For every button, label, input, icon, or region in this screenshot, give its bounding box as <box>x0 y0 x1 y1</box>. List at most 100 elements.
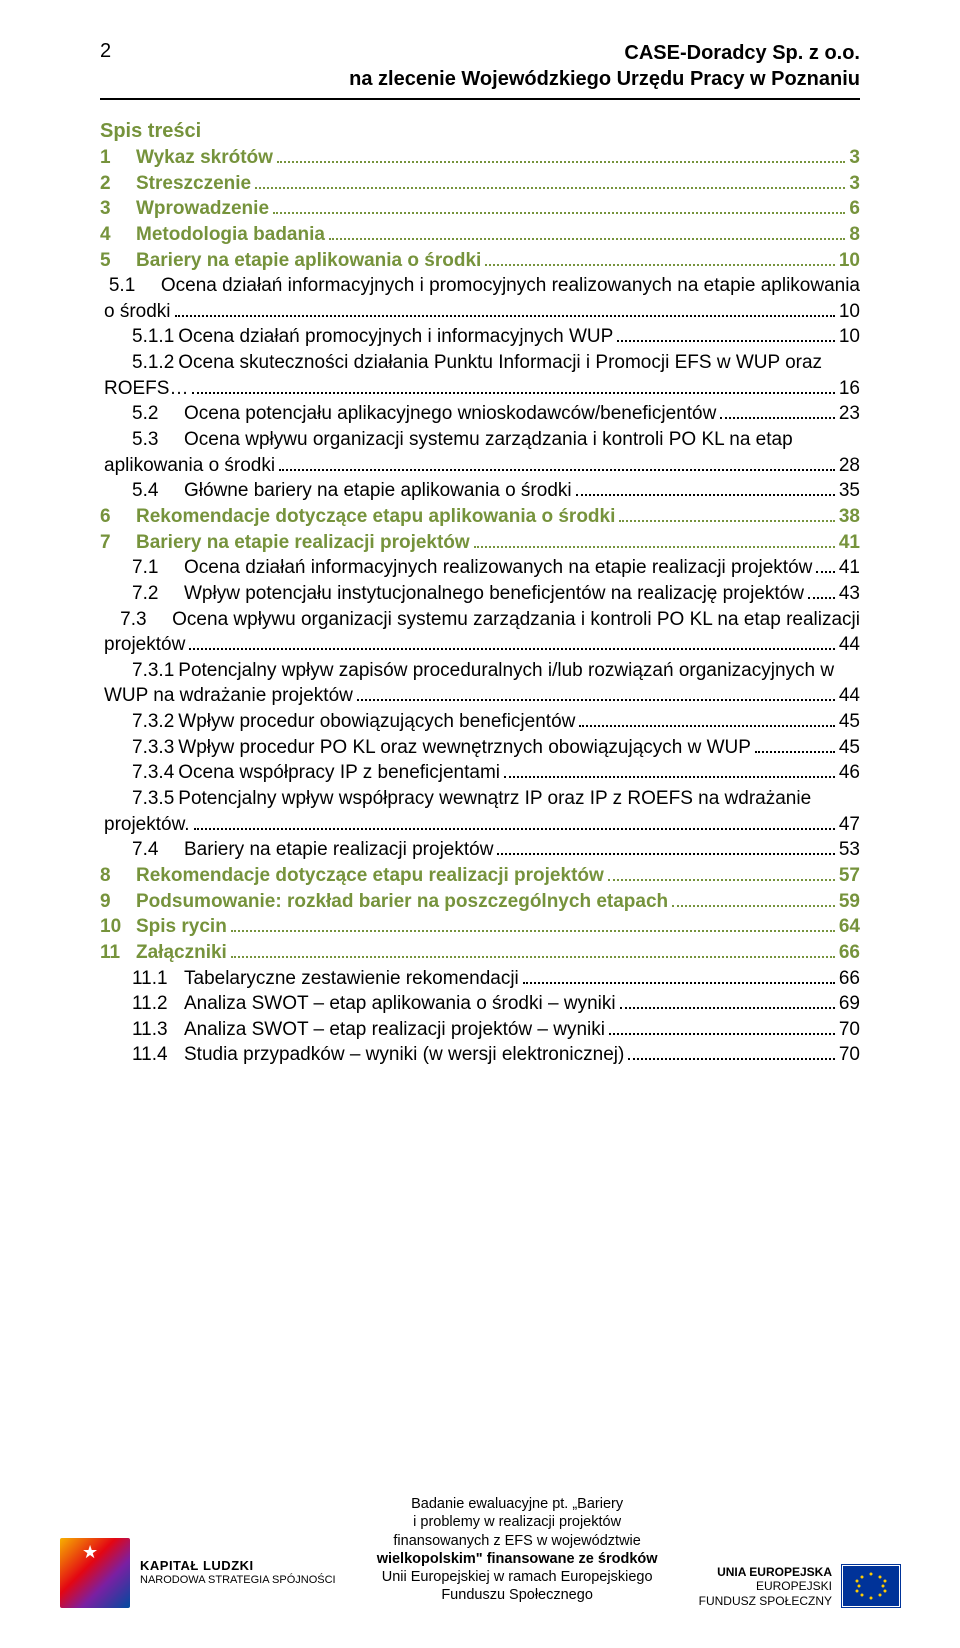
toc-page: 44 <box>839 683 860 709</box>
toc-entry: 11.2Analiza SWOT – etap aplikowania o śr… <box>100 991 860 1017</box>
toc-leader <box>231 956 835 958</box>
toc-label: Tabelaryczne zestawienie rekomendacji <box>180 966 519 992</box>
footer-line: Funduszu Społecznego <box>356 1586 679 1604</box>
toc-page: 44 <box>839 632 860 658</box>
toc-label: Załączniki <box>132 940 227 966</box>
toc-label: Ocena działań informacyjnych i promocyjn… <box>157 273 860 299</box>
toc-number: 7.3.2 <box>132 709 174 735</box>
footer-line: Unii Europejskiej w ramach Europejskiego <box>356 1568 679 1586</box>
toc-page: 66 <box>839 940 860 966</box>
toc-label: Wpływ procedur obowiązujących beneficjen… <box>174 709 575 735</box>
toc-number: 2 <box>100 171 132 197</box>
toc-page: 45 <box>839 735 860 761</box>
toc-title: Spis treści <box>100 120 860 143</box>
toc-page: 70 <box>839 1042 860 1068</box>
eu-flag-icon <box>842 1565 900 1607</box>
toc-number: 7.3.1 <box>132 658 174 684</box>
toc-page: 66 <box>839 966 860 992</box>
toc-label: Ocena działań informacyjnych realizowany… <box>180 555 812 581</box>
toc-entry: 8Rekomendacje dotyczące etapu realizacji… <box>100 863 860 889</box>
eu-logo-text: UNIA EUROPEJSKA EUROPEJSKI FUNDUSZ SPOŁE… <box>699 1565 832 1608</box>
toc-label: Potencjalny wpływ współpracy wewnątrz IP… <box>174 786 811 812</box>
toc-page: 10 <box>839 299 860 325</box>
toc-entry-wrap: o środki10 <box>100 299 860 325</box>
toc-number: 10 <box>100 914 132 940</box>
toc-leader <box>579 725 835 727</box>
toc-page: 69 <box>839 991 860 1017</box>
toc-leader <box>279 469 835 471</box>
kl-logo-icon: ★ <box>60 1538 130 1608</box>
toc-leader <box>755 751 835 753</box>
toc-entry: 9Podsumowanie: rozkład barier na poszcze… <box>100 889 860 915</box>
toc-entry: 6Rekomendacje dotyczące etapu aplikowani… <box>100 504 860 530</box>
toc-page: 59 <box>839 889 860 915</box>
toc-label: Metodologia badania <box>132 222 325 248</box>
toc-entry-wrap: ROEFS…16 <box>100 376 860 402</box>
eu-stars-icon <box>843 1566 899 1606</box>
toc-entry: 7.3Ocena wpływu organizacji systemu zarz… <box>100 607 860 633</box>
toc-entry: 11.1Tabelaryczne zestawienie rekomendacj… <box>100 966 860 992</box>
toc-label-wrap: WUP na wdrażanie projektów <box>100 683 353 709</box>
header-line-1: CASE-Doradcy Sp. z o.o. <box>349 40 860 66</box>
footer-line: wielkopolskim" finansowane ze środków <box>356 1550 679 1568</box>
toc-leader <box>576 494 835 496</box>
toc-label: Rekomendacje dotyczące etapu aplikowania… <box>132 504 615 530</box>
toc-page: 45 <box>839 709 860 735</box>
toc-label-wrap: aplikowania o środki <box>100 453 275 479</box>
toc-number: 5.2 <box>132 401 180 427</box>
toc-leader <box>672 905 835 907</box>
toc-label: Ocena potencjału aplikacyjnego wnioskoda… <box>180 401 716 427</box>
toc-label: Bariery na etapie realizacji projektów <box>132 530 470 556</box>
toc-entry: 7.3.1Potencjalny wpływ zapisów procedura… <box>100 658 860 684</box>
toc-number: 5.3 <box>132 427 180 453</box>
toc-number: 8 <box>100 863 132 889</box>
toc-leader <box>497 853 834 855</box>
toc-entry: 7.4Bariery na etapie realizacji projektó… <box>100 837 860 863</box>
toc-entry: 11.3Analiza SWOT – etap realizacji proje… <box>100 1017 860 1043</box>
toc-number: 11 <box>100 940 132 966</box>
toc-leader <box>609 1033 835 1035</box>
toc-leader <box>628 1058 835 1060</box>
toc-number: 1 <box>100 145 132 171</box>
toc-entry: 5.1Ocena działań informacyjnych i promoc… <box>100 273 860 299</box>
kl-title: KAPITAŁ LUDZKI <box>140 1559 336 1574</box>
toc-label: Analiza SWOT – etap aplikowania o środki… <box>180 991 616 1017</box>
header-right: CASE-Doradcy Sp. z o.o. na zlecenie Woje… <box>349 40 860 92</box>
toc-number: 7.2 <box>132 581 180 607</box>
toc-leader <box>474 546 835 548</box>
toc-entry: 11.4Studia przypadków – wyniki (w wersji… <box>100 1042 860 1068</box>
toc-page: 41 <box>839 555 860 581</box>
page-footer: ★ KAPITAŁ LUDZKI NARODOWA STRATEGIA SPÓJ… <box>0 1495 960 1608</box>
toc-entry-wrap: aplikowania o środki28 <box>100 453 860 479</box>
toc-leader <box>504 776 835 778</box>
toc-leader <box>192 392 834 394</box>
toc-label: Bariery na etapie aplikowania o środki <box>132 248 481 274</box>
toc-page: 46 <box>839 760 860 786</box>
toc-entry: 7.3.3Wpływ procedur PO KL oraz wewnętrzn… <box>100 735 860 761</box>
toc-leader <box>329 238 845 240</box>
toc-page: 70 <box>839 1017 860 1043</box>
toc-label: Bariery na etapie realizacji projektów <box>180 837 493 863</box>
toc-leader <box>608 879 835 881</box>
toc-number: 5.1.2 <box>132 350 174 376</box>
toc-leader <box>175 315 835 317</box>
toc-leader <box>277 161 846 163</box>
toc-label: Ocena współpracy IP z beneficjentami <box>174 760 500 786</box>
toc-number: 7.3.3 <box>132 735 174 761</box>
logo-kapital-ludzki: ★ KAPITAŁ LUDZKI NARODOWA STRATEGIA SPÓJ… <box>60 1538 336 1608</box>
toc-entry: 7.3.4Ocena współpracy IP z beneficjentam… <box>100 760 860 786</box>
toc-leader <box>816 571 834 573</box>
toc-page: 35 <box>839 478 860 504</box>
toc-page: 10 <box>839 248 860 274</box>
toc-page: 3 <box>849 145 860 171</box>
toc-leader <box>273 212 845 214</box>
toc-entry: 5.1.2Ocena skuteczności działania Punktu… <box>100 350 860 376</box>
toc-number: 11.3 <box>132 1017 180 1043</box>
toc-leader <box>255 187 845 189</box>
toc-page: 38 <box>839 504 860 530</box>
toc-label-wrap: projektów. <box>100 812 190 838</box>
toc-label-wrap: ROEFS… <box>100 376 188 402</box>
toc-label: Wykaz skrótów <box>132 145 273 171</box>
toc-leader <box>194 828 835 830</box>
toc-number: 5 <box>100 248 132 274</box>
